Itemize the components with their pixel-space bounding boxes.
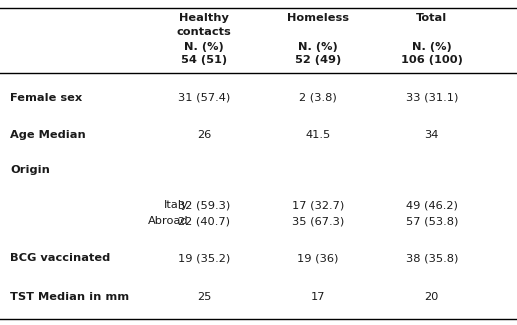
Text: Healthy: Healthy <box>179 13 229 23</box>
Text: 19 (35.2): 19 (35.2) <box>178 254 231 263</box>
Text: 57 (53.8): 57 (53.8) <box>405 216 458 226</box>
Text: Origin: Origin <box>10 165 50 175</box>
Text: 41.5: 41.5 <box>306 130 330 140</box>
Text: N. (%): N. (%) <box>412 42 451 52</box>
Text: Abroad: Abroad <box>148 216 189 226</box>
Text: Age Median: Age Median <box>10 130 86 140</box>
Text: 49 (46.2): 49 (46.2) <box>406 201 458 210</box>
Text: 17 (32.7): 17 (32.7) <box>292 201 344 210</box>
Text: Homeless: Homeless <box>287 13 349 23</box>
Text: 52 (49): 52 (49) <box>295 55 341 65</box>
Text: 31 (57.4): 31 (57.4) <box>178 93 231 102</box>
Text: 33 (31.1): 33 (31.1) <box>405 93 458 102</box>
Text: 25: 25 <box>197 292 211 302</box>
Text: Female sex: Female sex <box>10 93 83 102</box>
Text: Italy: Italy <box>164 201 189 210</box>
Text: Total: Total <box>416 13 447 23</box>
Text: 38 (35.8): 38 (35.8) <box>405 254 458 263</box>
Text: TST Median in mm: TST Median in mm <box>10 292 129 302</box>
Text: BCG vaccinated: BCG vaccinated <box>10 254 111 263</box>
Text: 2 (3.8): 2 (3.8) <box>299 93 337 102</box>
Text: 26: 26 <box>197 130 211 140</box>
Text: contacts: contacts <box>177 27 232 37</box>
Text: 19 (36): 19 (36) <box>297 254 339 263</box>
Text: 20: 20 <box>424 292 439 302</box>
Text: 106 (100): 106 (100) <box>401 55 463 65</box>
Text: 17: 17 <box>311 292 325 302</box>
Text: 35 (67.3): 35 (67.3) <box>292 216 344 226</box>
Text: 22 (40.7): 22 (40.7) <box>178 216 230 226</box>
Text: 54 (51): 54 (51) <box>181 55 227 65</box>
Text: N. (%): N. (%) <box>298 42 338 52</box>
Text: 32 (59.3): 32 (59.3) <box>178 201 231 210</box>
Text: 34: 34 <box>424 130 439 140</box>
Text: N. (%): N. (%) <box>185 42 224 52</box>
